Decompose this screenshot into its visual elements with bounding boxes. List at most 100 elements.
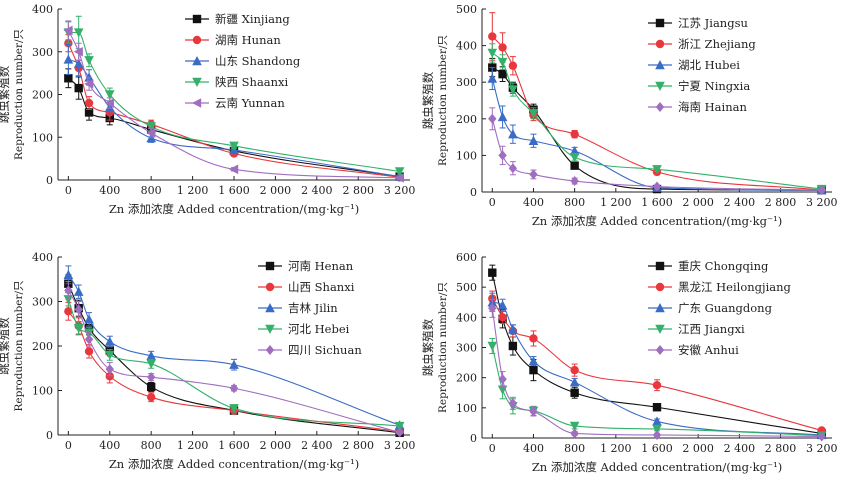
legend: 河南 Henan 山西 Shanxi 吉林 Jilin 河北 Hebei 四川 Sich… — [258, 259, 362, 357]
data-point — [529, 334, 538, 343]
data-point — [84, 334, 94, 345]
x-tick-label: 2 400 — [724, 196, 756, 209]
y-tick-label: 500 — [456, 3, 477, 16]
x-tick-label: 1 600 — [641, 196, 673, 209]
data-point — [146, 382, 156, 392]
legend-label: 宁夏 Ningxia — [678, 79, 750, 93]
legend-label: 江苏 Jiangsu — [678, 16, 748, 30]
y-tick-label: 400 — [456, 40, 477, 53]
y-axis-label-cn: 跳虫繁殖数 — [421, 71, 435, 129]
series-5 — [488, 298, 826, 442]
legend-marker — [192, 35, 202, 45]
data-point — [529, 406, 538, 417]
y-axis-label-cn: 跳虫繁殖数 — [421, 318, 435, 376]
data-point — [74, 83, 83, 93]
y-axis-label-en: Reproduction number/只 — [13, 29, 25, 160]
x-axis-label: Zn 添加浓度 Added concentration/(mg·kg⁻¹) — [532, 460, 782, 474]
series-2 — [488, 290, 826, 435]
data-point — [73, 286, 84, 296]
data-point — [84, 79, 94, 89]
x-tick-label: 400 — [99, 184, 120, 197]
legend-marker — [192, 77, 202, 87]
data-point — [508, 163, 518, 174]
x-tick-label: 2 000 — [682, 196, 714, 209]
y-tick-label: 0 — [46, 429, 53, 442]
data-point — [229, 359, 239, 369]
y-tick-label: 100 — [32, 385, 53, 398]
x-tick-label: 2 000 — [260, 184, 292, 197]
data-point — [497, 111, 508, 122]
x-tick-label: 1 200 — [600, 442, 632, 455]
data-point — [652, 403, 662, 412]
data-point — [104, 98, 114, 108]
data-point — [394, 173, 404, 183]
legend-label: 吉林 Jilin — [288, 301, 338, 315]
x-tick-label: 3 200 — [384, 184, 416, 197]
data-point — [229, 404, 239, 414]
data-point — [529, 365, 538, 375]
y-axis-label-en: Reproduction number/只 — [437, 282, 449, 413]
y-tick-label: 300 — [32, 46, 53, 59]
data-point — [229, 141, 239, 151]
x-tick-label: 800 — [564, 196, 585, 209]
y-tick-label: 200 — [456, 372, 477, 385]
legend-label: 四川 Sichuan — [288, 343, 362, 357]
x-tick-label: 1 600 — [218, 184, 250, 197]
x-tick-label: 2 800 — [342, 184, 374, 197]
data-point — [84, 347, 94, 356]
legend-marker — [655, 303, 665, 313]
x-axis-label: Zn 添加浓度 Added concentration/(mg·kg⁻¹) — [109, 457, 359, 471]
legend-label: 云南 Yunnan — [215, 96, 285, 110]
x-tick-label: 3 200 — [384, 439, 416, 452]
data-point — [652, 381, 662, 390]
data-point — [570, 161, 579, 170]
data-point — [487, 341, 498, 351]
legend-label: 山东 Shandong — [215, 54, 301, 68]
y-tick-label: 100 — [456, 149, 477, 162]
x-tick-label: 0 — [489, 196, 496, 209]
y-tick-label: 200 — [32, 340, 53, 353]
x-tick-label: 2 400 — [724, 442, 756, 455]
data-point — [570, 176, 579, 187]
legend: 江苏 Jiangsu 浙江 Zhejiang 湖北 Hubei 宁夏 Ningxia 海… — [648, 16, 756, 114]
legend-label: 重庆 Chongqing — [678, 259, 769, 273]
data-point — [74, 304, 83, 315]
x-tick-label: 2 800 — [765, 196, 797, 209]
data-point — [104, 336, 115, 346]
data-point — [63, 25, 73, 36]
data-point — [652, 165, 662, 175]
data-point — [73, 58, 84, 68]
data-point — [63, 54, 74, 64]
legend-label: 江西 Jiangxi — [678, 322, 745, 336]
x-tick-label: 0 — [65, 184, 72, 197]
data-point — [817, 431, 826, 442]
legend-marker — [655, 282, 665, 292]
x-tick-label: 800 — [564, 442, 585, 455]
legend-marker — [655, 261, 665, 271]
panel-bottom-left: 0 100 200 300 400 0 400 800 1 200 1 600 2 000 2 400… — [0, 251, 415, 471]
legend-marker — [655, 39, 665, 49]
legend-label: 河南 Henan — [288, 259, 354, 273]
data-point — [569, 377, 580, 387]
y-tick-label: 0 — [470, 186, 477, 199]
x-tick-label: 1 200 — [600, 196, 632, 209]
data-point — [570, 428, 579, 439]
data-point — [570, 129, 579, 139]
legend-label: 新疆 Xinjiang — [215, 12, 290, 26]
legend-marker — [265, 303, 275, 313]
data-point — [73, 46, 83, 57]
data-point — [73, 28, 84, 38]
data-point — [487, 73, 498, 83]
x-tick-label: 1 600 — [641, 442, 673, 455]
x-tick-label: 2 800 — [342, 439, 374, 452]
x-tick-label: 0 — [65, 439, 72, 452]
data-point — [508, 398, 518, 409]
x-tick-label: 0 — [489, 442, 496, 455]
data-point — [488, 32, 497, 41]
legend-marker — [655, 18, 665, 28]
fit-curve — [491, 118, 822, 191]
x-tick-label: 3 200 — [806, 196, 838, 209]
data-point — [63, 269, 74, 279]
data-point — [84, 314, 94, 324]
